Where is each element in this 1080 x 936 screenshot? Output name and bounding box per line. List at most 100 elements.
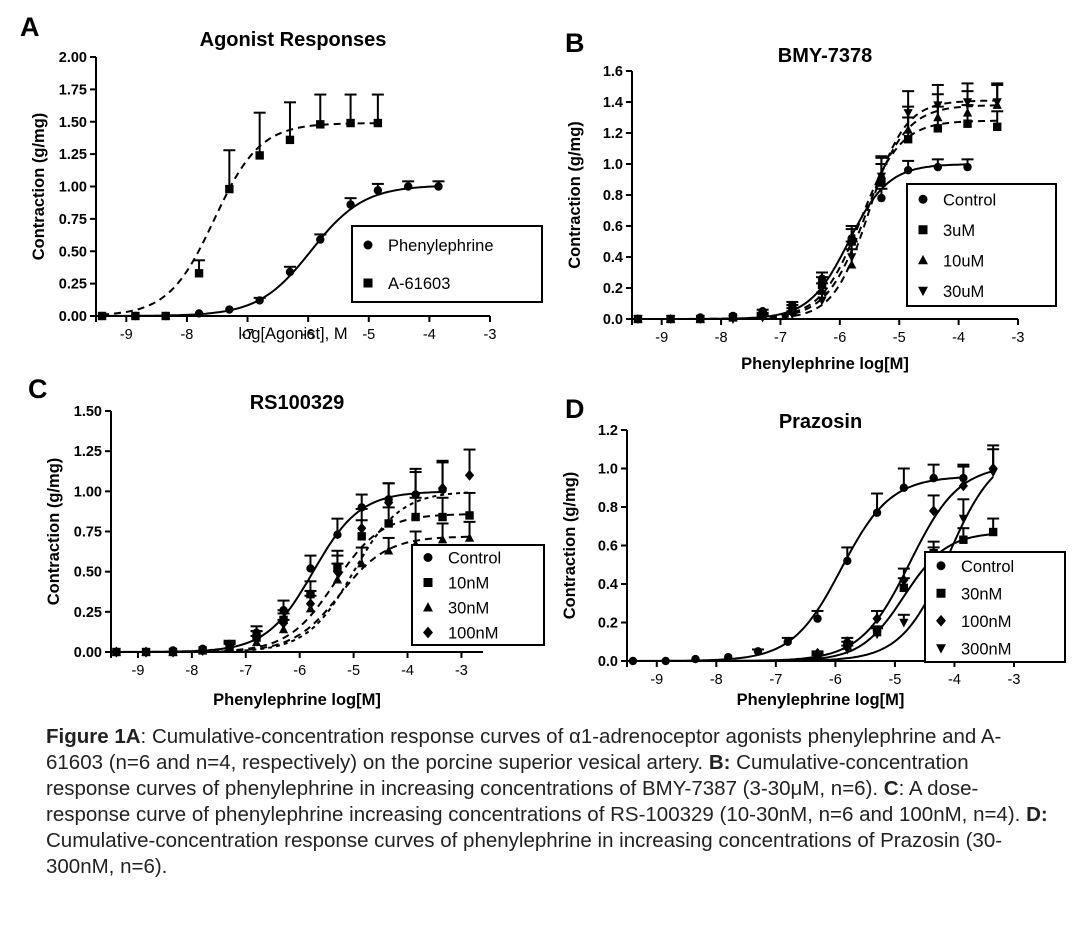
panel-a-x-tick-label: -4 bbox=[423, 327, 436, 343]
caption-text-b: Cumulative-concentration response curves… bbox=[46, 751, 969, 800]
panel-d-data-point bbox=[842, 636, 852, 648]
panel-c-data-point bbox=[384, 497, 394, 509]
panel-a-fit-curve bbox=[102, 122, 378, 316]
panel-b-title: BMY-7378 bbox=[778, 45, 873, 67]
panel-b-x-tick-label: -9 bbox=[655, 330, 668, 346]
panel-d-data-point bbox=[899, 574, 909, 586]
panel-d-legend-marker bbox=[936, 588, 946, 598]
panel-a: A Agonist Responses 0.00 0.25 0.50 0.75 1.00 1.… bbox=[20, 12, 543, 343]
panel-c-y-tick-label: 0.50 bbox=[74, 565, 102, 581]
panel-d-data-point bbox=[842, 645, 852, 655]
panel-c-data-point bbox=[332, 566, 343, 578]
panel-b-data-point bbox=[933, 101, 943, 111]
panel-c-x-label: Phenylephrine log[M] bbox=[213, 691, 381, 709]
caption-text-d: Cumulative-concentration response curves… bbox=[46, 829, 1003, 878]
panel-d-legend-marker bbox=[936, 614, 946, 627]
panel-d-data-point bbox=[899, 483, 909, 492]
panel-d-legend-label: 300nM bbox=[961, 640, 1011, 658]
panel-a-data-point bbox=[373, 118, 383, 128]
panel-d-data-point bbox=[843, 556, 852, 566]
panel-c-legend-box bbox=[411, 544, 545, 646]
panel-c-data-point bbox=[278, 624, 289, 634]
panel-d-legend-box bbox=[924, 551, 1066, 663]
panel-c-data-point bbox=[465, 511, 474, 520]
panel-c-x-tick-label: -9 bbox=[132, 663, 145, 679]
panel-b-data-point bbox=[993, 122, 1002, 131]
panel-b-series bbox=[633, 82, 1004, 325]
panel-d-y-tick-label: 0.4 bbox=[598, 577, 618, 593]
panel-a-fit-curve bbox=[102, 185, 439, 317]
panel-b-data-point bbox=[962, 107, 973, 117]
panel-c-legend-label: 100nM bbox=[448, 625, 498, 643]
panel-a-data-point bbox=[225, 184, 234, 194]
panel-c-legend-label: 10nM bbox=[448, 575, 489, 593]
panel-c-data-point bbox=[437, 482, 448, 494]
panel-b-data-point bbox=[903, 109, 913, 118]
panel-a-data-point bbox=[161, 311, 170, 321]
panel-b-data-point bbox=[877, 193, 886, 203]
panel-d-x-tick-label: -6 bbox=[829, 672, 842, 688]
panel-a-legend-label: Phenylephrine bbox=[388, 237, 494, 255]
panel-d-data-point bbox=[783, 637, 792, 646]
panel-b-legend-label: 10uM bbox=[943, 252, 984, 270]
panel-c-x-tick-label: -4 bbox=[401, 663, 414, 679]
panel-a-data-point bbox=[403, 182, 413, 191]
panel-c-data-point bbox=[357, 522, 367, 534]
panel-c-fit-curve bbox=[116, 513, 470, 653]
panel-a-series bbox=[97, 93, 384, 321]
panel-b-y-tick-label: 1.0 bbox=[603, 157, 623, 173]
caption-label-b: B: bbox=[708, 751, 731, 774]
panel-c-data-point bbox=[333, 530, 342, 539]
panel-d-y-tick-label: 1.2 bbox=[598, 423, 618, 439]
panel-d-x-tick-label: -3 bbox=[1008, 672, 1021, 688]
panel-c-data-point bbox=[224, 640, 235, 652]
panel-c-series bbox=[111, 448, 476, 658]
panel-d-data-point bbox=[988, 527, 998, 537]
panel-b-data-point bbox=[758, 313, 768, 323]
panel-b-legend-marker bbox=[918, 286, 928, 297]
panel-c-data-point bbox=[357, 558, 367, 568]
panel-d-legend-marker bbox=[936, 644, 946, 654]
panel-b-fit-curve bbox=[637, 119, 998, 320]
panel-b-data-point bbox=[787, 310, 797, 320]
panel-a-data-point bbox=[194, 309, 204, 318]
panel-d-legend-label: 100nM bbox=[961, 613, 1011, 631]
panel-a-y-tick-label: 0.50 bbox=[59, 244, 87, 260]
panel-c-data-point bbox=[384, 519, 393, 528]
panel-a-data-point bbox=[316, 235, 325, 244]
panel-d-y-label: Contraction (g/mg) bbox=[561, 472, 579, 620]
panel-c-data-point bbox=[410, 489, 421, 501]
panel-a-x-label: log[Agonist], M bbox=[238, 325, 347, 343]
panel-c-fit-curve bbox=[116, 491, 443, 653]
panel-b-data-point bbox=[933, 124, 943, 133]
panel-d-data-point bbox=[812, 647, 823, 659]
panel-d-data-point bbox=[691, 654, 700, 664]
panel-d-title: Prazosin bbox=[779, 411, 862, 433]
panel-b-x-tick-label: -5 bbox=[893, 330, 906, 346]
panel-c-data-point bbox=[198, 644, 208, 656]
panel-b-y-tick-label: 1.2 bbox=[603, 126, 623, 142]
panel-b-x-tick-label: -3 bbox=[1012, 330, 1025, 346]
panel-a-x-tick-label: -5 bbox=[362, 327, 375, 343]
caption-label-d: D: bbox=[1026, 803, 1048, 826]
panel-c-data-point bbox=[464, 469, 475, 481]
panel-b-data-point bbox=[876, 172, 887, 182]
panel-d-letter: D bbox=[565, 394, 585, 424]
panel-d-data-point bbox=[958, 480, 969, 492]
panel-c-data-point bbox=[464, 532, 475, 542]
panel-d-data-point bbox=[813, 614, 822, 623]
panel-b-y-tick-label: 0.6 bbox=[603, 219, 623, 235]
panel-b-letter: B bbox=[565, 28, 585, 58]
panel-c-data-point bbox=[305, 598, 316, 610]
panel-d-data-point bbox=[872, 613, 882, 625]
panel-b-data-point bbox=[963, 119, 972, 128]
panel-d-x-tick-label: -8 bbox=[710, 672, 723, 688]
panel-c-legend-marker bbox=[423, 626, 433, 639]
panel-b-y-tick-label: 0.8 bbox=[603, 188, 623, 204]
caption-label-a: Figure 1A bbox=[46, 725, 141, 748]
panel-d-y-tick-label: 1.0 bbox=[598, 462, 618, 478]
panel-c-y-tick-label: 1.50 bbox=[74, 404, 102, 420]
panel-d-data-point bbox=[812, 653, 823, 663]
panel-c-data-point bbox=[278, 617, 289, 629]
panel-c-y-label: Contraction (g/mg) bbox=[45, 458, 63, 606]
